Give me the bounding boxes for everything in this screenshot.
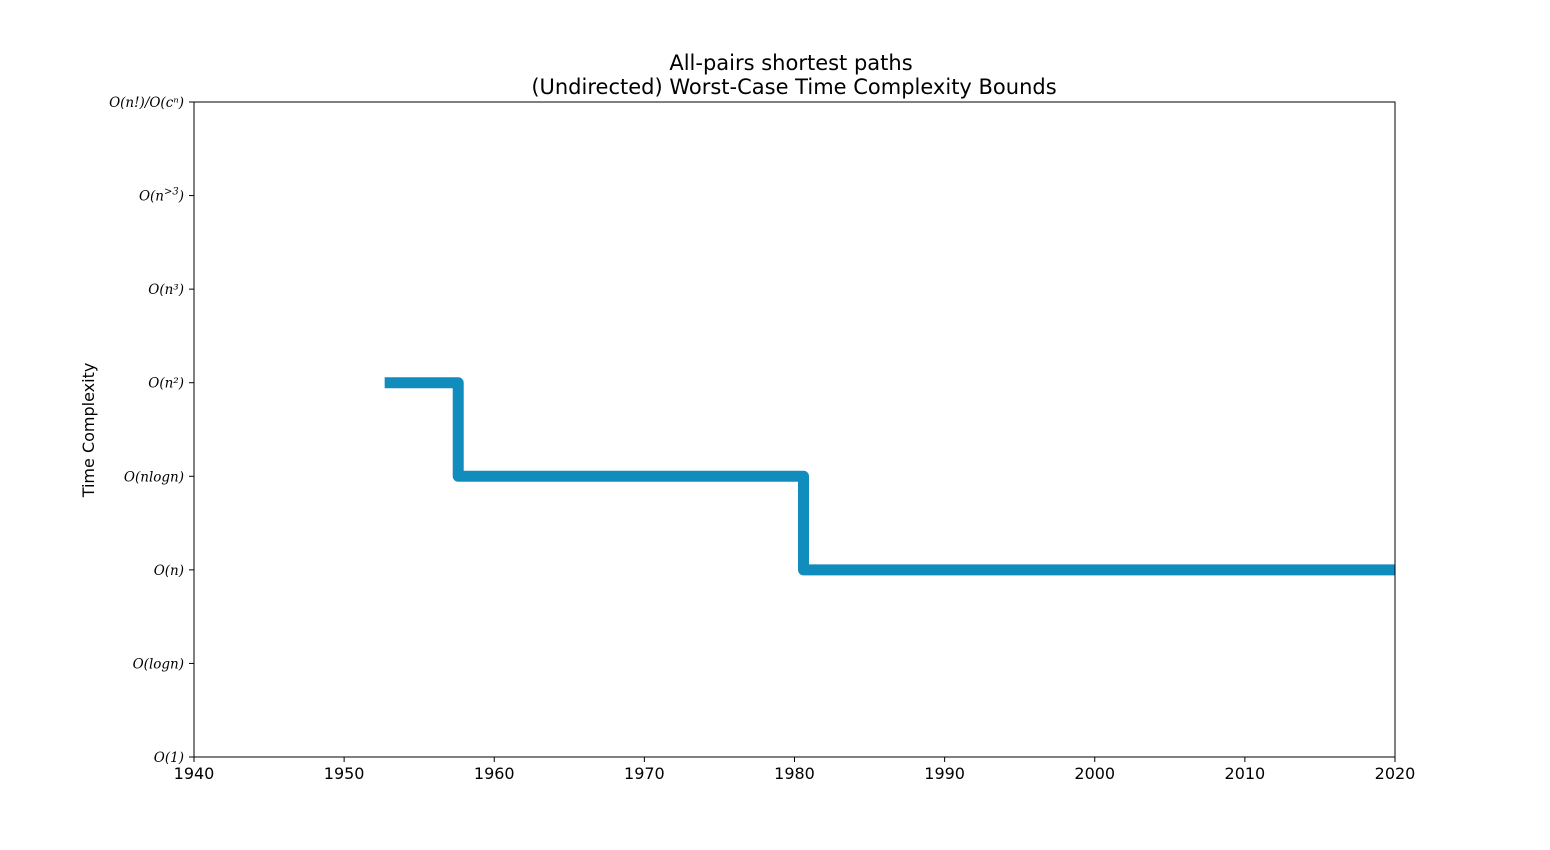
series-layer [384, 377, 1395, 576]
series-step-line [384, 377, 1395, 576]
x-tick-label: 1980 [774, 764, 815, 783]
y-tick-label: O(1) [154, 750, 184, 766]
chart-subtitle: (Undirected) Worst-Case Time Complexity … [531, 75, 1056, 99]
chart-title: All-pairs shortest paths [669, 51, 912, 75]
y-tick-label: O(n³) [148, 282, 184, 298]
x-axis-ticks: 1940 1950 1960 1970 1980 1990 2000 2010 2020 [174, 757, 1416, 783]
x-tick-label: 1960 [474, 764, 515, 783]
y-tick-label: O(n) [154, 563, 184, 579]
y-tick-label: O(n²) [148, 376, 184, 392]
x-tick-label: 1950 [324, 764, 365, 783]
y-tick-label: O(nlogn) [124, 469, 184, 485]
y-axis-label: Time Complexity [79, 363, 98, 499]
plot-frame [193, 101, 1396, 758]
y-tick-label: O(n!)/O(cⁿ) [109, 95, 184, 111]
y-tick-label: O(n>3) [139, 187, 184, 205]
y-tick-label: O(logn) [133, 656, 184, 672]
x-tick-label: 2020 [1375, 764, 1416, 783]
x-tick-label: 2010 [1225, 764, 1266, 783]
x-tick-label: 1990 [924, 764, 965, 783]
y-axis-ticks: O(1) O(logn) O(n) O(nlogn) O(n²) O(n³) O(n>3) O… [109, 95, 194, 766]
x-tick-label: 1940 [174, 764, 215, 783]
x-tick-label: 1970 [624, 764, 665, 783]
x-tick-label: 2000 [1074, 764, 1115, 783]
